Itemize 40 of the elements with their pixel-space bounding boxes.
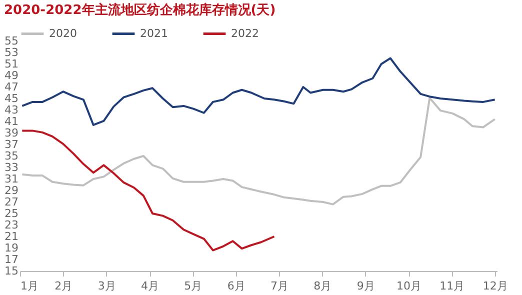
y-tick-label: 53	[4, 46, 18, 59]
x-tick-label: 8月	[314, 280, 332, 292]
y-tick-label: 27	[4, 196, 18, 208]
x-tick-label: 3月	[98, 280, 116, 292]
y-tick-label: 39	[4, 126, 18, 140]
x-tick-label: 12月	[482, 280, 508, 292]
y-tick-label: 41	[4, 115, 18, 128]
line-series	[21, 130, 276, 252]
y-tick-label: 35	[4, 150, 18, 162]
y-tick-label: 47	[4, 80, 18, 94]
y-tick-label: 15	[4, 264, 18, 278]
chart-title: 2020-2022年主流地区纺企棉花库存情况(天)	[4, 2, 276, 18]
y-tick-label: 43	[4, 104, 18, 116]
y-tick-label: 17	[4, 253, 18, 266]
y-tick-label: 33	[4, 161, 18, 174]
x-tick-label: 4月	[141, 280, 159, 292]
y-tick-label: 49	[4, 69, 18, 82]
legend-label: 2020	[49, 26, 77, 40]
x-tick-label: 9月	[356, 280, 375, 292]
x-tick-label: 10月	[396, 280, 422, 292]
x-tick-label: 6月	[227, 280, 246, 292]
y-tick-label: 55	[4, 34, 18, 48]
line-series	[21, 57, 496, 126]
x-tick-label: 5月	[184, 280, 202, 292]
y-tick-label: 21	[4, 230, 18, 243]
line-series	[21, 96, 496, 206]
y-tick-label: 29	[4, 184, 18, 197]
legend-label: 2021	[140, 26, 168, 40]
y-tick-label: 23	[4, 218, 18, 232]
y-tick-label: 25	[4, 207, 18, 220]
y-tick-label: 45	[4, 92, 18, 105]
x-tick-label: 2月	[54, 280, 73, 292]
y-tick-label: 51	[4, 58, 18, 70]
y-tick-label: 19	[4, 242, 18, 254]
x-tick-label: 11月	[440, 280, 465, 292]
x-tick-label: 1月	[20, 280, 38, 292]
y-tick-label: 31	[4, 172, 18, 186]
y-tick-label: 37	[4, 138, 18, 151]
legend-label: 2022	[231, 26, 259, 40]
x-tick-label: 7月	[270, 280, 289, 292]
